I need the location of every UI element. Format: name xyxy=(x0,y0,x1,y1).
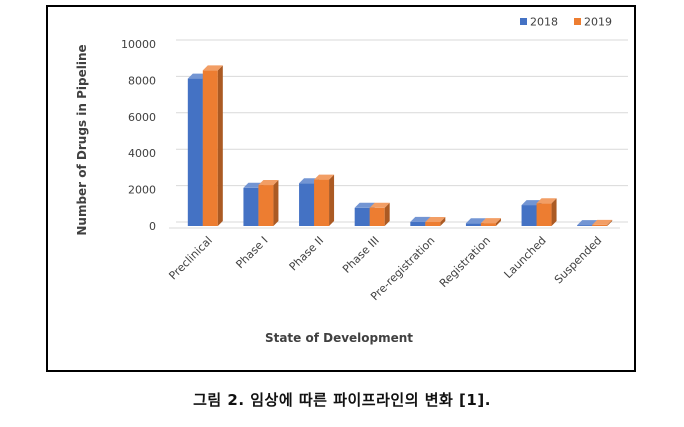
x-tick-label: Suspended xyxy=(552,234,604,286)
bar-front xyxy=(465,223,481,226)
bar-front xyxy=(243,187,259,226)
y-tick-label: 4000 xyxy=(128,147,156,160)
bar-front xyxy=(425,221,441,226)
bar-side xyxy=(607,219,613,226)
x-tick-label: Preclinical xyxy=(166,234,214,282)
bar-side xyxy=(440,216,446,226)
legend-label: 2018 xyxy=(530,16,558,29)
bar-side xyxy=(217,65,223,226)
bar-top xyxy=(369,202,390,208)
bar xyxy=(480,218,501,226)
x-tick-label: Launched xyxy=(502,234,549,281)
bar-front xyxy=(202,70,218,226)
bar-front xyxy=(577,225,593,226)
bars xyxy=(187,65,613,226)
bar-top xyxy=(425,216,446,222)
bar xyxy=(592,219,613,226)
bar-front xyxy=(314,179,330,226)
bar-front xyxy=(299,183,315,226)
bar-top xyxy=(354,202,375,208)
x-tick-label: Phase III xyxy=(340,234,382,276)
y-tick-label: 8000 xyxy=(128,74,156,87)
bar xyxy=(425,216,446,226)
bar-top xyxy=(592,219,613,225)
x-tick-label: Phase II xyxy=(287,234,326,273)
bar xyxy=(258,180,279,226)
bar-front xyxy=(410,221,426,226)
bar-top xyxy=(480,218,501,224)
bar-top xyxy=(536,198,557,204)
y-tick-label: 2000 xyxy=(128,184,156,197)
bar-front xyxy=(369,207,385,226)
x-tick-label: Phase I xyxy=(233,234,270,271)
bar-top xyxy=(465,218,486,224)
x-tick-label: Registration xyxy=(437,234,493,290)
bar-front xyxy=(592,224,608,226)
bar xyxy=(369,202,390,226)
gridlines xyxy=(169,39,628,229)
bar-top xyxy=(258,180,279,186)
bar-front xyxy=(536,203,552,226)
bar-top xyxy=(314,174,335,180)
bar-top xyxy=(410,216,431,222)
bar-front xyxy=(258,185,274,226)
chart-frame: 0 2000 4000 6000 8000 10000 Preclinical Phase I… xyxy=(46,5,636,372)
bar-chart: 0 2000 4000 6000 8000 10000 Preclinical Phase I… xyxy=(75,16,628,345)
bar-front xyxy=(354,207,370,226)
bar-side xyxy=(495,218,501,226)
bar-top xyxy=(202,65,223,71)
bar-front xyxy=(480,223,496,226)
bar-front xyxy=(521,205,537,226)
figure-caption: 그림 2. 임상에 따른 파이프라인의 변화 [1]. xyxy=(193,391,491,409)
bar xyxy=(202,65,223,226)
bar-front xyxy=(187,78,203,226)
y-tick-label: 0 xyxy=(149,220,156,233)
bar-side xyxy=(329,174,335,226)
bar xyxy=(536,198,557,226)
legend-swatch xyxy=(520,18,527,25)
bar-side xyxy=(551,198,557,226)
y-axis-title: Number of Drugs in Pipeline xyxy=(75,44,89,235)
legend-swatch xyxy=(574,18,581,25)
bar-top xyxy=(577,220,598,226)
y-tick-label: 6000 xyxy=(128,111,156,124)
bar-side xyxy=(273,180,279,226)
legend-label: 2019 xyxy=(584,16,612,29)
bar xyxy=(314,174,335,226)
y-tick-label: 10000 xyxy=(121,38,156,51)
legend: 2018 2019 xyxy=(520,16,612,29)
x-axis-title: State of Development xyxy=(265,331,413,345)
bar-side xyxy=(384,202,390,226)
